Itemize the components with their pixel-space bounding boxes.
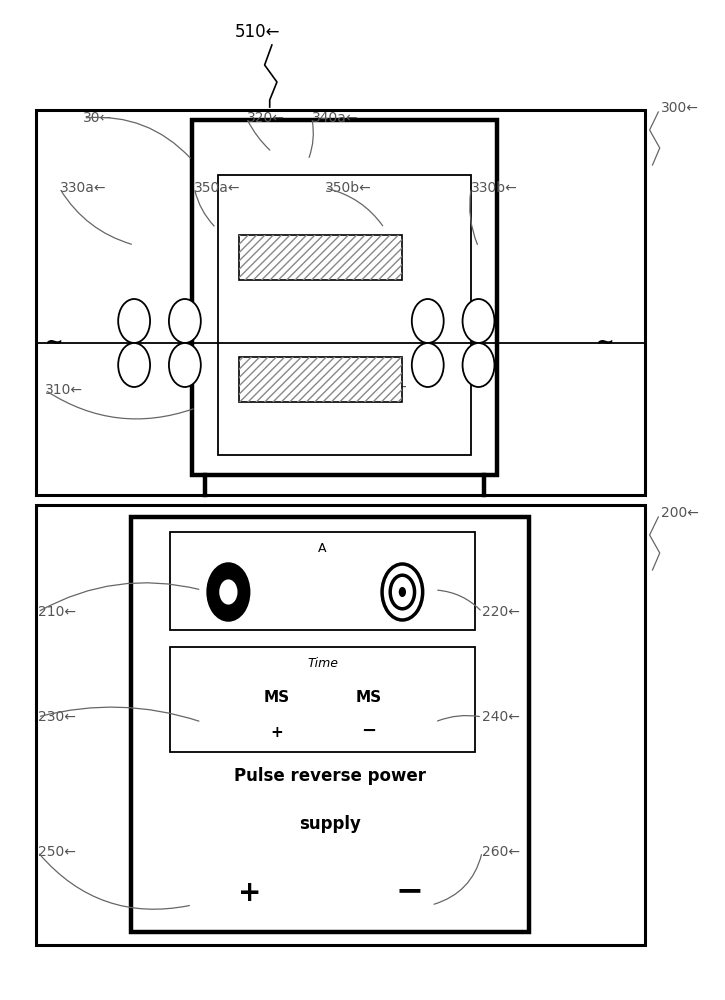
Circle shape — [412, 299, 444, 343]
Text: 350a←: 350a← — [194, 181, 241, 195]
Text: −: − — [395, 602, 410, 620]
Bar — [36, 505, 645, 945]
Text: 240←: 240← — [482, 710, 520, 724]
Text: +: + — [222, 605, 235, 620]
Circle shape — [382, 564, 423, 620]
Text: 340a←: 340a← — [312, 111, 358, 125]
Text: 260←: 260← — [482, 845, 520, 859]
Text: ~: ~ — [596, 333, 615, 353]
Text: 30←: 30← — [83, 111, 112, 125]
Bar — [218, 175, 471, 455]
Text: 330b←: 330b← — [471, 181, 518, 195]
Text: 220←: 220← — [482, 605, 520, 619]
Circle shape — [399, 587, 406, 597]
Text: 510←: 510← — [235, 23, 280, 41]
Text: +: + — [239, 879, 262, 907]
Text: Pulse reverse power: Pulse reverse power — [234, 767, 426, 785]
Bar — [239, 235, 402, 280]
Bar — [239, 357, 402, 402]
Bar — [170, 532, 475, 630]
Text: 340b←: 340b← — [361, 380, 407, 394]
Bar — [130, 517, 529, 932]
Text: 310←: 310← — [45, 383, 83, 397]
Text: Time: Time — [307, 657, 338, 670]
Circle shape — [219, 579, 238, 605]
Circle shape — [390, 575, 415, 609]
Text: 250←: 250← — [38, 845, 75, 859]
Circle shape — [463, 343, 494, 387]
Text: 350b←: 350b← — [325, 181, 371, 195]
Circle shape — [169, 343, 201, 387]
Text: 300←: 300← — [661, 101, 699, 115]
Circle shape — [463, 299, 494, 343]
Text: +: + — [270, 725, 283, 740]
Text: ~: ~ — [45, 333, 64, 353]
Bar — [36, 110, 645, 495]
Text: −: − — [396, 874, 423, 907]
Bar — [170, 647, 475, 752]
Text: MS: MS — [355, 690, 381, 705]
Text: A: A — [318, 542, 327, 555]
Text: MS: MS — [264, 690, 290, 705]
Text: 200←: 200← — [661, 506, 699, 520]
Circle shape — [118, 343, 150, 387]
Text: 230←: 230← — [38, 710, 75, 724]
Text: −: − — [361, 722, 376, 740]
Circle shape — [169, 299, 201, 343]
Bar — [239, 357, 402, 402]
Circle shape — [118, 299, 150, 343]
Text: 330a←: 330a← — [59, 181, 106, 195]
Text: supply: supply — [299, 815, 361, 833]
Bar — [192, 120, 497, 475]
Bar — [239, 235, 402, 280]
Circle shape — [412, 343, 444, 387]
Circle shape — [208, 564, 249, 620]
Text: 210←: 210← — [38, 605, 75, 619]
Text: 320←: 320← — [247, 111, 284, 125]
